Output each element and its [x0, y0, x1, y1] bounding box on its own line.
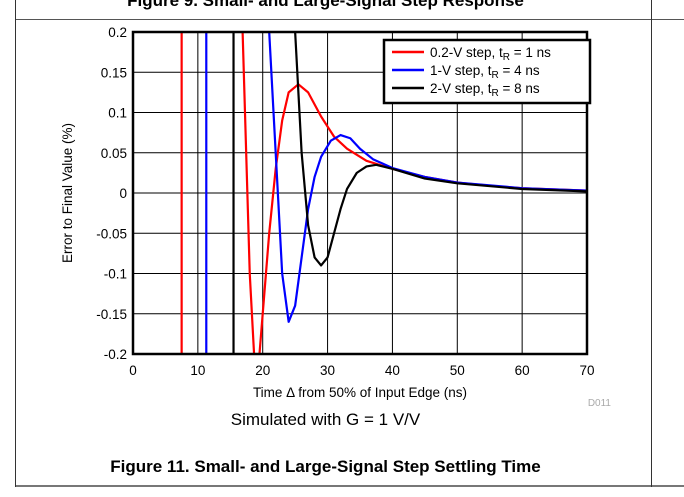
y-tick-label: 0.2: [108, 25, 127, 40]
x-axis-label: Time Δ from 50% of Input Edge (ns): [253, 385, 467, 400]
plot-frame: [131, 30, 589, 356]
x-tick-label: 60: [515, 363, 530, 378]
y-tick-label: 0.05: [101, 146, 127, 161]
x-tick-label: 10: [190, 363, 205, 378]
legend-box: [382, 38, 592, 105]
chart-id-label: D011: [588, 398, 612, 409]
x-tick-label: 70: [579, 363, 594, 378]
y-tick-label: 0.1: [108, 106, 127, 121]
legend-label: 1-V step, tR = 4 ns: [430, 63, 540, 81]
chart: 0 10 20 30 40 50 60 70 0.2 0.15 0.1 0.05 0 -0.05 -0.1 -…: [60, 25, 612, 409]
series-line-2: [294, 32, 587, 267]
x-tick-label: 20: [255, 363, 270, 378]
x-tick-label: 30: [320, 363, 335, 378]
y-axis-label: Error to Final Value (%): [60, 123, 75, 263]
legend-label: 2-V step, tR = 8 ns: [430, 81, 540, 99]
table-divider-top: [15, 19, 684, 20]
table-divider-bottom: [15, 485, 684, 487]
table-border-right: [651, 0, 652, 487]
x-tick-label: 0: [129, 363, 137, 378]
x-tick-label: 50: [450, 363, 465, 378]
y-tick-label: -0.15: [96, 307, 127, 322]
series-line-1: [268, 32, 587, 323]
y-tick-label: 0: [119, 186, 127, 201]
y-tick-label: -0.2: [104, 347, 127, 362]
legend-label: 0.2-V step, tR = 1 ns: [430, 45, 551, 63]
y-tick-label: -0.1: [104, 267, 127, 282]
y-tick-label: -0.05: [96, 226, 127, 241]
legend: 0.2-V step, tR = 1 ns1-V step, tR = 4 ns…: [382, 38, 592, 105]
previous-figure-title: Figure 9. Small- and Large-Signal Step R…: [127, 0, 524, 10]
x-tick-label: 40: [385, 363, 400, 378]
figure-caption: Figure 11. Small- and Large-Signal Step …: [110, 457, 541, 476]
chart-subtitle: Simulated with G = 1 V/V: [230, 410, 421, 429]
y-tick-label: 0.15: [101, 65, 127, 80]
table-border-left: [15, 0, 16, 487]
